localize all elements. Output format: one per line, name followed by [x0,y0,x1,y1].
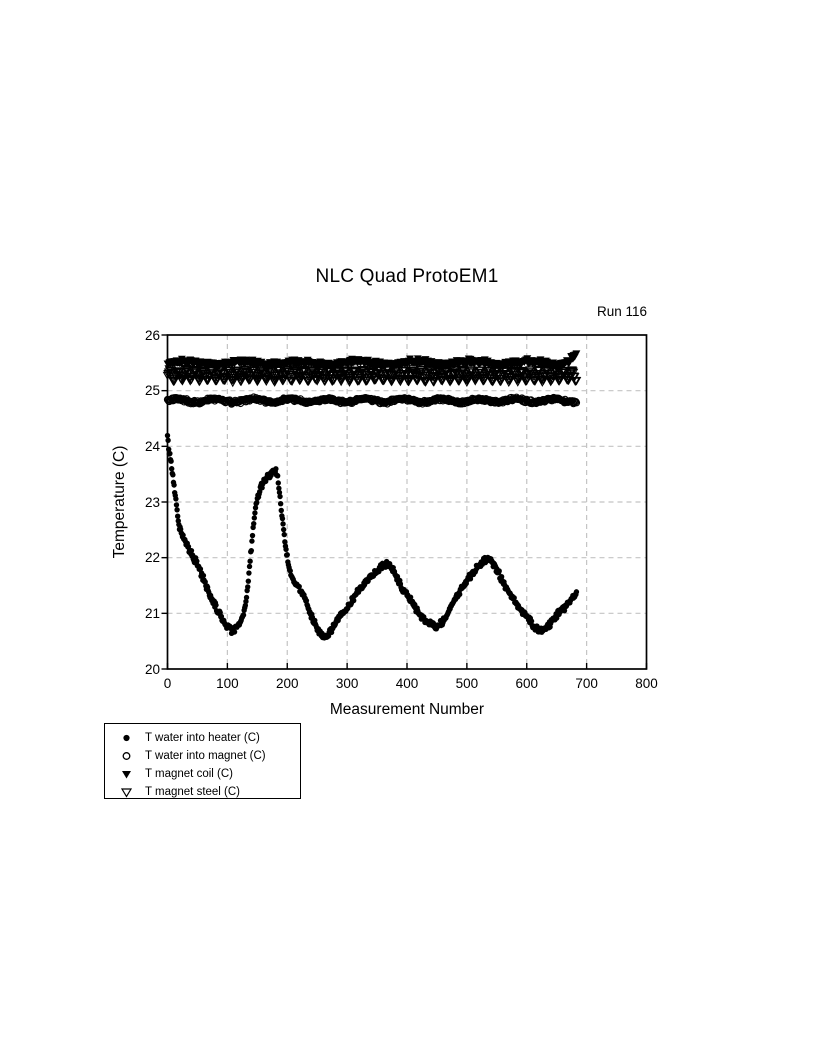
open-triangle-down-icon [120,788,133,798]
legend-label: T water into magnet (C) [145,750,266,762]
filled-triangle-down-icon [122,771,131,779]
open-circle-icon [122,752,131,760]
y-tick-label-22: 22 [144,550,160,566]
x-tick-label-500: 500 [455,676,479,691]
x-tick-label-600: 600 [515,676,539,691]
y-tick-label-20: 20 [144,661,160,677]
y-tick-label-26: 26 [144,327,160,343]
legend-item-magnet-steel: T magnet steel (C) [119,783,300,801]
filled-circle-icon [123,734,130,742]
x-tick-label-700: 700 [575,676,598,691]
legend-label: T water into heater (C) [145,732,260,744]
y-tick-label-25: 25 [144,383,160,399]
legend-item-water-into-heater: T water into heater (C) [119,729,300,747]
x-tick-label-200: 200 [275,676,299,691]
x-tick-label-300: 300 [335,676,359,691]
legend-label: T magnet steel (C) [145,786,241,798]
y-tick-label-23: 23 [144,494,160,510]
legend-item-water-into-magnet: T water into magnet (C) [119,747,300,765]
x-tick-label-100: 100 [216,676,239,691]
x-tick-label-0: 0 [163,676,172,691]
legend-label: T magnet coil (C) [145,768,233,780]
legend-item-magnet-coil: T magnet coil (C) [119,765,300,783]
y-axis-title: Temperature (C) [111,445,128,559]
y-tick-label-24: 24 [144,438,160,454]
x-tick-label-400: 400 [395,676,419,691]
y-tick-label-21: 21 [144,605,160,621]
x-tick-label-800: 800 [635,676,658,691]
x-axis-title: Measurement Number [329,701,485,718]
legend-box: T water into heater (C) T water into mag… [104,723,301,799]
